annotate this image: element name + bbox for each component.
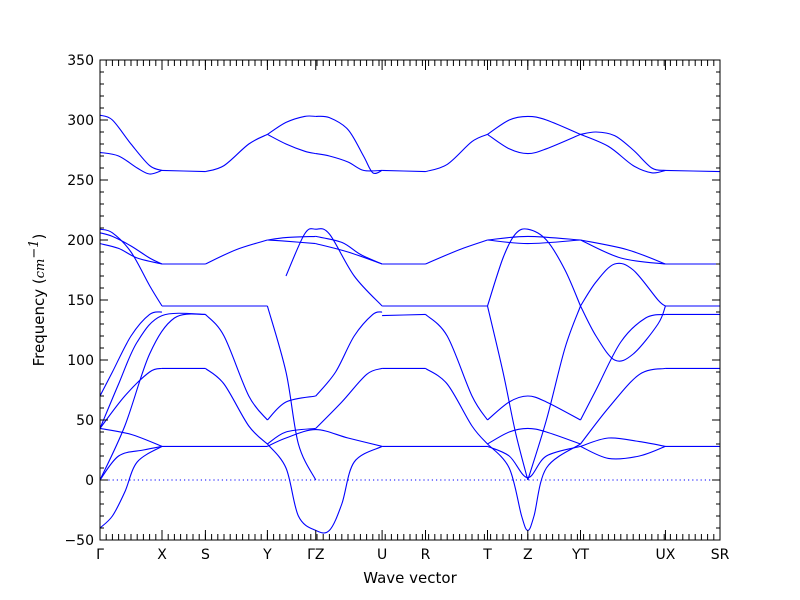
band-segment-59 xyxy=(487,427,581,445)
k-point-label: U xyxy=(377,547,387,563)
band-segment-19 xyxy=(205,239,268,265)
y-tick-label: 250 xyxy=(67,173,94,189)
y-axis-label-unit: cm xyxy=(33,259,48,279)
x-axis-label: Wave vector xyxy=(363,569,457,587)
y-tick-label: −50 xyxy=(64,533,94,549)
y-axis-label-text: Frequency ( xyxy=(30,278,48,366)
band-segment-29 xyxy=(580,239,666,265)
band-segment-72 xyxy=(487,443,581,531)
band-segment-11 xyxy=(487,133,581,155)
band-segment-4 xyxy=(267,115,316,135)
k-point-label: YT xyxy=(571,547,590,563)
y-tick-label: 150 xyxy=(67,293,94,309)
band-segment-49 xyxy=(487,395,581,421)
plot-frame xyxy=(99,59,721,541)
band-segment-43 xyxy=(100,313,206,481)
band-segment-66 xyxy=(487,445,581,479)
y-tick-label: 50 xyxy=(76,413,94,429)
band-segment-28 xyxy=(580,239,666,265)
band-segment-58 xyxy=(425,367,488,445)
band-segment-0 xyxy=(100,114,163,171)
band-segment-39 xyxy=(580,305,666,362)
band-lines xyxy=(100,114,720,534)
band-segment-45 xyxy=(267,395,316,421)
band-segment-15 xyxy=(100,228,163,307)
y-tick-label: 100 xyxy=(67,353,94,369)
y-axis-label-close: ) xyxy=(30,234,48,240)
k-point-label: ΓZ xyxy=(307,547,324,563)
band-segment-36 xyxy=(486,305,529,481)
band-segment-6 xyxy=(315,115,383,175)
k-point-label: X xyxy=(157,547,167,563)
y-tick-labels: −50 0 50 100 150 200 250 300 350 xyxy=(64,53,94,549)
band-segment-60 xyxy=(580,367,666,445)
band-segment-5 xyxy=(267,133,316,155)
band-segment-54 xyxy=(205,367,268,445)
band-segment-21 xyxy=(267,239,316,245)
k-point-label: Γ xyxy=(96,547,104,563)
band-segment-44 xyxy=(204,314,268,421)
y-axis-label: Frequency (cm−1) xyxy=(27,234,48,367)
band-segment-55 xyxy=(267,427,316,445)
band-segment-37 xyxy=(527,305,582,481)
band-segment-52 xyxy=(100,367,163,429)
band-segment-70 xyxy=(100,445,163,529)
y-tick-label: 300 xyxy=(67,113,94,129)
band-segment-7 xyxy=(315,153,383,172)
band-segment-23 xyxy=(315,243,383,265)
band-segment-73 xyxy=(100,445,163,481)
band-segment-13 xyxy=(580,133,666,174)
band-segment-50 xyxy=(580,313,666,421)
x-tick-labels: Γ X S Y ΓZ U R T Z YT UX SR xyxy=(96,547,729,563)
band-segment-26 xyxy=(487,235,581,241)
k-point-label: R xyxy=(421,547,431,563)
band-segment-1 xyxy=(100,151,163,175)
band-segment-14 xyxy=(665,169,720,173)
k-point-label: UX xyxy=(656,547,676,563)
k-point-label: SR xyxy=(711,547,730,563)
k-point-label: Y xyxy=(262,547,272,563)
band-segment-32 xyxy=(266,305,317,481)
k-point-label: Z xyxy=(523,547,533,563)
band-segment-10 xyxy=(487,115,581,135)
band-segment-16 xyxy=(100,232,163,265)
y-axis-label-unit-exp: −1 xyxy=(27,239,42,258)
band-segment-38 xyxy=(580,262,666,307)
band-segment-41 xyxy=(100,311,163,397)
band-segment-67 xyxy=(580,437,666,447)
band-segment-20 xyxy=(267,235,316,241)
band-segment-35 xyxy=(486,228,582,307)
band-segment-33 xyxy=(285,228,383,307)
band-segment-64 xyxy=(267,429,383,447)
band-segment-71 xyxy=(266,443,383,534)
y-axis-ticks xyxy=(100,59,720,541)
band-segment-8 xyxy=(382,169,426,173)
band-segment-68 xyxy=(580,445,666,460)
band-segment-47 xyxy=(382,313,426,317)
band-segment-9 xyxy=(425,133,488,173)
band-segment-27 xyxy=(487,239,581,245)
band-segment-3 xyxy=(205,133,268,173)
band-segment-2 xyxy=(161,169,206,173)
y-tick-label: 350 xyxy=(67,53,94,69)
band-segment-46 xyxy=(315,311,383,397)
k-point-label: S xyxy=(201,547,210,563)
band-segment-56 xyxy=(315,367,383,429)
y-tick-label: 200 xyxy=(67,233,94,249)
band-segment-42 xyxy=(100,312,206,429)
band-segment-25 xyxy=(425,239,488,265)
band-segment-62 xyxy=(100,427,163,447)
y-tick-label: 0 xyxy=(85,473,94,489)
band-segment-12 xyxy=(580,131,666,171)
band-segment-48 xyxy=(425,313,488,421)
k-point-label: T xyxy=(482,547,492,563)
k-point-ticks xyxy=(99,60,721,540)
band-segment-17 xyxy=(100,243,163,265)
